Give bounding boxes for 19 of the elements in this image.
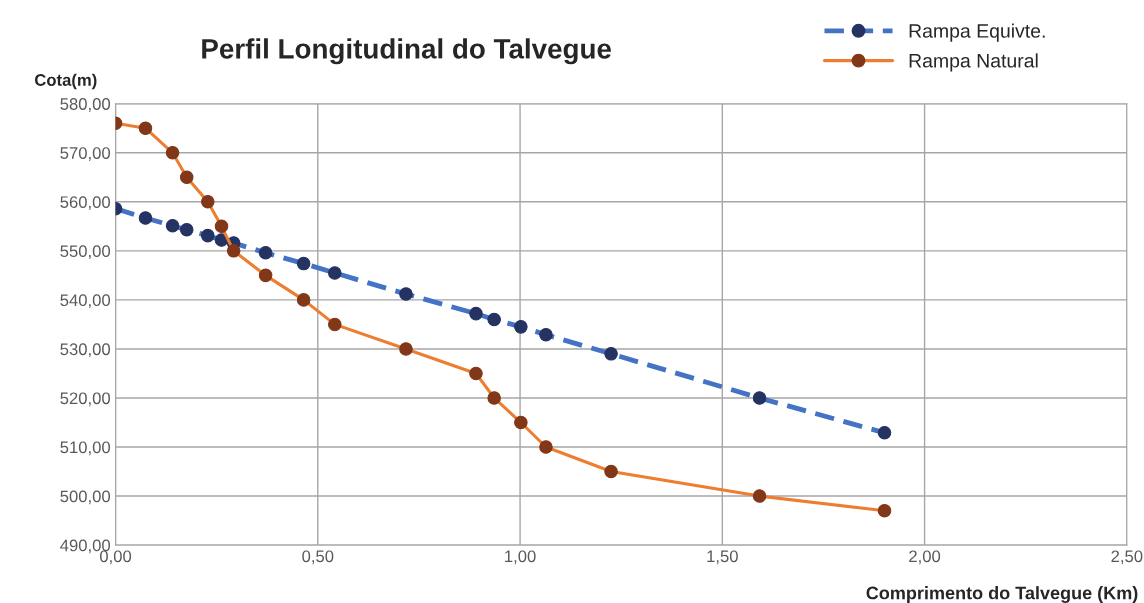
- x-tick-label: 0,50: [302, 550, 334, 565]
- y-tick-label: 530,00: [60, 343, 111, 358]
- y-tick-label: 550,00: [60, 245, 111, 260]
- chart-title: Perfil Longitudinal do Talvegue: [202, 38, 611, 65]
- y-tick-label: 540,00: [60, 294, 111, 309]
- y-tick-label: 520,00: [60, 392, 111, 407]
- x-tick-label: 1,00: [505, 550, 536, 565]
- legend-label: Rampa Equivte.: [909, 23, 1045, 42]
- y-axis-title: Cota(m): [35, 73, 97, 90]
- x-axis-title: Comprimento do Talvegue (Km): [866, 586, 1138, 603]
- y-tick-label: 510,00: [60, 441, 111, 456]
- legend-label: Rampa Natural: [909, 53, 1038, 72]
- x-tick-label: 1,50: [707, 550, 738, 565]
- x-tick-label: 2,00: [909, 550, 941, 565]
- y-tick-label: 580,00: [60, 98, 111, 112]
- y-tick-label: 570,00: [60, 147, 111, 161]
- y-tick-label: 560,00: [60, 196, 111, 210]
- y-tick-label: 500,00: [60, 490, 111, 505]
- x-tick-label: 2,50: [1111, 550, 1143, 565]
